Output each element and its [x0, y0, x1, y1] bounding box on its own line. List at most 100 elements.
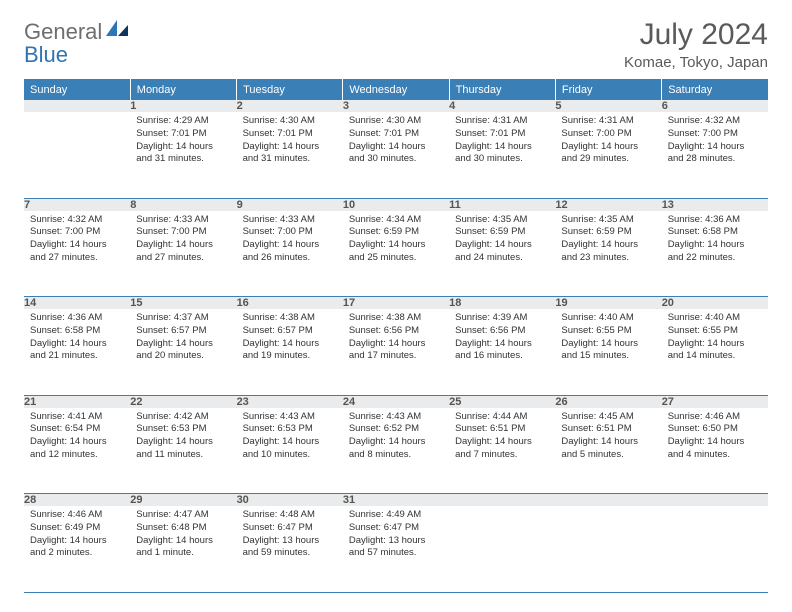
day-info: Sunrise: 4:38 AMSunset: 6:56 PMDaylight:… [343, 309, 449, 369]
day-cell [449, 506, 555, 592]
day-number: 26 [555, 395, 661, 408]
sunrise: Sunrise: 4:38 AM [349, 312, 443, 325]
daylight: Daylight: 14 hours and 30 minutes. [349, 141, 443, 167]
sunset: Sunset: 7:00 PM [136, 226, 230, 239]
month-title: July 2024 [624, 18, 768, 52]
sunset: Sunset: 7:00 PM [243, 226, 337, 239]
sunrise: Sunrise: 4:41 AM [30, 411, 124, 424]
day-info: Sunrise: 4:32 AMSunset: 7:00 PMDaylight:… [662, 112, 768, 172]
sunset: Sunset: 6:49 PM [30, 522, 124, 535]
day-number: 31 [343, 494, 449, 507]
sunset: Sunset: 7:01 PM [455, 128, 549, 141]
daylight: Daylight: 14 hours and 7 minutes. [455, 436, 549, 462]
day-number: 22 [130, 395, 236, 408]
daylight: Daylight: 14 hours and 17 minutes. [349, 338, 443, 364]
day-number [449, 494, 555, 507]
day-cell: Sunrise: 4:35 AMSunset: 6:59 PMDaylight:… [555, 211, 661, 297]
day-cell [555, 506, 661, 592]
sunset: Sunset: 6:50 PM [668, 423, 762, 436]
sunrise: Sunrise: 4:29 AM [136, 115, 230, 128]
sunrise: Sunrise: 4:42 AM [136, 411, 230, 424]
sunrise: Sunrise: 4:32 AM [30, 214, 124, 227]
day-cell: Sunrise: 4:29 AMSunset: 7:01 PMDaylight:… [130, 112, 236, 198]
daylight: Daylight: 14 hours and 19 minutes. [243, 338, 337, 364]
daylight: Daylight: 14 hours and 14 minutes. [668, 338, 762, 364]
day-info: Sunrise: 4:39 AMSunset: 6:56 PMDaylight:… [449, 309, 555, 369]
day-number [24, 100, 130, 112]
day-number: 3 [343, 100, 449, 112]
sunset: Sunset: 7:00 PM [561, 128, 655, 141]
day-info: Sunrise: 4:44 AMSunset: 6:51 PMDaylight:… [449, 408, 555, 468]
logo-sail-icon [104, 18, 130, 45]
day-number [662, 494, 768, 507]
day-number [555, 494, 661, 507]
day-info: Sunrise: 4:41 AMSunset: 6:54 PMDaylight:… [24, 408, 130, 468]
daylight: Daylight: 14 hours and 31 minutes. [136, 141, 230, 167]
day-number: 30 [237, 494, 343, 507]
day-number: 16 [237, 297, 343, 310]
sunset: Sunset: 7:00 PM [668, 128, 762, 141]
sunrise: Sunrise: 4:37 AM [136, 312, 230, 325]
day-cell: Sunrise: 4:38 AMSunset: 6:57 PMDaylight:… [237, 309, 343, 395]
sunset: Sunset: 6:57 PM [136, 325, 230, 338]
sunrise: Sunrise: 4:49 AM [349, 509, 443, 522]
day-number: 28 [24, 494, 130, 507]
day-number: 15 [130, 297, 236, 310]
sunset: Sunset: 6:52 PM [349, 423, 443, 436]
day-cell [662, 506, 768, 592]
sunrise: Sunrise: 4:40 AM [668, 312, 762, 325]
day-info: Sunrise: 4:37 AMSunset: 6:57 PMDaylight:… [130, 309, 236, 369]
logo-text-2: Blue [24, 42, 68, 68]
day-cell: Sunrise: 4:40 AMSunset: 6:55 PMDaylight:… [555, 309, 661, 395]
sunrise: Sunrise: 4:33 AM [136, 214, 230, 227]
day-number: 21 [24, 395, 130, 408]
day-cell: Sunrise: 4:36 AMSunset: 6:58 PMDaylight:… [662, 211, 768, 297]
day-number: 24 [343, 395, 449, 408]
day-cell: Sunrise: 4:46 AMSunset: 6:49 PMDaylight:… [24, 506, 130, 592]
daylight: Daylight: 14 hours and 15 minutes. [561, 338, 655, 364]
day-number: 8 [130, 198, 236, 211]
daylight: Daylight: 14 hours and 20 minutes. [136, 338, 230, 364]
day-header: Thursday [449, 80, 555, 101]
sunrise: Sunrise: 4:40 AM [561, 312, 655, 325]
day-cell: Sunrise: 4:48 AMSunset: 6:47 PMDaylight:… [237, 506, 343, 592]
sunset: Sunset: 6:57 PM [243, 325, 337, 338]
day-number: 17 [343, 297, 449, 310]
day-info: Sunrise: 4:48 AMSunset: 6:47 PMDaylight:… [237, 506, 343, 566]
sunrise: Sunrise: 4:43 AM [243, 411, 337, 424]
day-number: 18 [449, 297, 555, 310]
daylight: Daylight: 14 hours and 26 minutes. [243, 239, 337, 265]
day-info: Sunrise: 4:31 AMSunset: 7:00 PMDaylight:… [555, 112, 661, 172]
sunrise: Sunrise: 4:34 AM [349, 214, 443, 227]
sunrise: Sunrise: 4:46 AM [668, 411, 762, 424]
day-header: Wednesday [343, 80, 449, 101]
sunset: Sunset: 6:51 PM [455, 423, 549, 436]
daylight: Daylight: 14 hours and 23 minutes. [561, 239, 655, 265]
sunrise: Sunrise: 4:48 AM [243, 509, 337, 522]
sunset: Sunset: 7:00 PM [30, 226, 124, 239]
sunrise: Sunrise: 4:30 AM [349, 115, 443, 128]
day-number: 13 [662, 198, 768, 211]
day-cell: Sunrise: 4:34 AMSunset: 6:59 PMDaylight:… [343, 211, 449, 297]
day-cell: Sunrise: 4:31 AMSunset: 7:00 PMDaylight:… [555, 112, 661, 198]
location: Komae, Tokyo, Japan [624, 54, 768, 71]
day-info: Sunrise: 4:40 AMSunset: 6:55 PMDaylight:… [662, 309, 768, 369]
calendar-head: SundayMondayTuesdayWednesdayThursdayFrid… [24, 80, 768, 101]
sunrise: Sunrise: 4:38 AM [243, 312, 337, 325]
daylight: Daylight: 14 hours and 28 minutes. [668, 141, 762, 167]
day-info: Sunrise: 4:36 AMSunset: 6:58 PMDaylight:… [662, 211, 768, 271]
sunset: Sunset: 6:59 PM [561, 226, 655, 239]
day-cell: Sunrise: 4:37 AMSunset: 6:57 PMDaylight:… [130, 309, 236, 395]
day-number: 4 [449, 100, 555, 112]
day-info: Sunrise: 4:31 AMSunset: 7:01 PMDaylight:… [449, 112, 555, 172]
daylight: Daylight: 14 hours and 2 minutes. [30, 535, 124, 561]
daylight: Daylight: 13 hours and 57 minutes. [349, 535, 443, 561]
day-number: 6 [662, 100, 768, 112]
sunset: Sunset: 7:01 PM [349, 128, 443, 141]
day-header: Friday [555, 80, 661, 101]
day-number: 12 [555, 198, 661, 211]
sunset: Sunset: 6:54 PM [30, 423, 124, 436]
day-cell: Sunrise: 4:46 AMSunset: 6:50 PMDaylight:… [662, 408, 768, 494]
day-cell: Sunrise: 4:31 AMSunset: 7:01 PMDaylight:… [449, 112, 555, 198]
sunset: Sunset: 6:53 PM [136, 423, 230, 436]
